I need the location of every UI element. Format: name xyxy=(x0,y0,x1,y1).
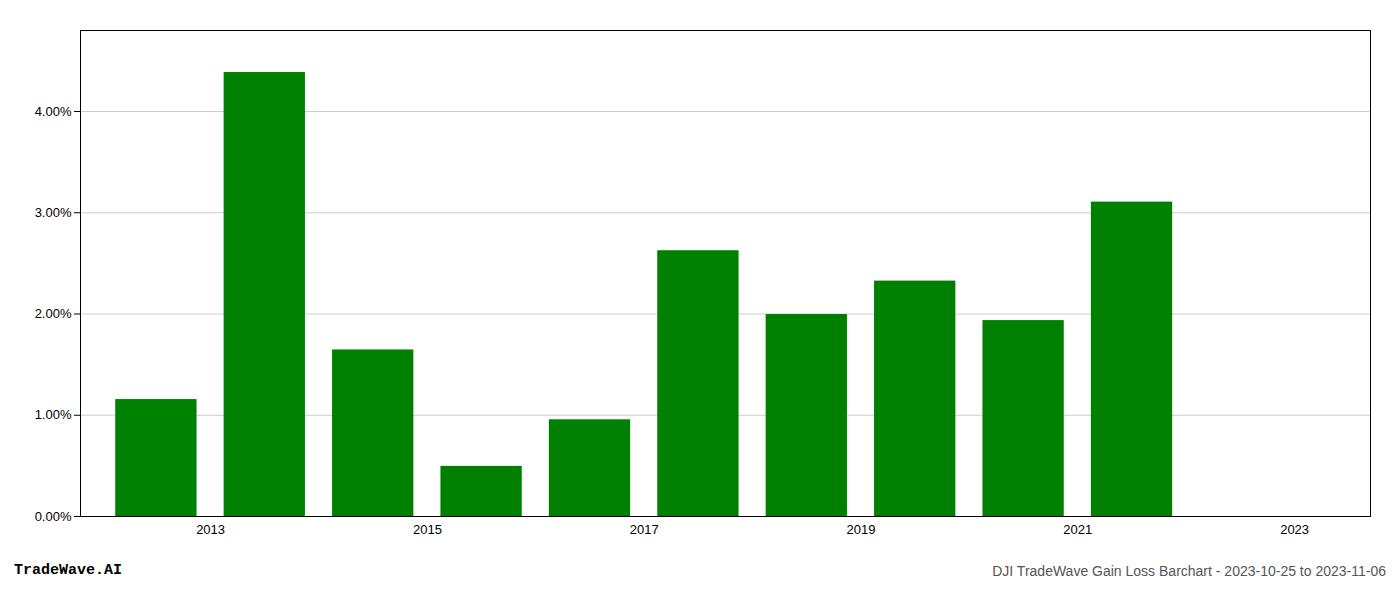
svg-text:2.00%: 2.00% xyxy=(35,306,72,321)
svg-text:2019: 2019 xyxy=(847,522,876,537)
svg-text:4.00%: 4.00% xyxy=(35,104,72,119)
svg-text:2015: 2015 xyxy=(413,522,442,537)
svg-text:3.00%: 3.00% xyxy=(35,205,72,220)
svg-text:0.00%: 0.00% xyxy=(35,509,72,524)
svg-text:2013: 2013 xyxy=(196,522,225,537)
svg-text:2023: 2023 xyxy=(1280,522,1309,537)
svg-text:2021: 2021 xyxy=(1063,522,1092,537)
html-text:DJI TradeWave Gain Loss Barcha: DJI TradeWave Gain Loss Barchart - 2023-… xyxy=(992,563,1386,579)
svg-text:2017: 2017 xyxy=(630,522,659,537)
svg-text:1.00%: 1.00% xyxy=(35,407,72,422)
html-text:TradeWave.AI: TradeWave.AI xyxy=(14,562,122,579)
